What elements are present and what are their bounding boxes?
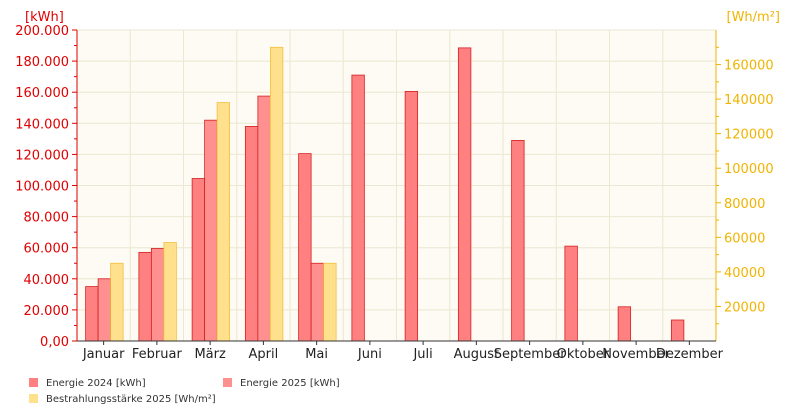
bar-series-1-august	[457, 47, 472, 342]
legend-swatch-bestrahlung-2025	[29, 394, 38, 403]
left-axis-tick-label: 200.000	[15, 24, 69, 39]
x-axis-tick-label: April	[249, 347, 279, 362]
bar-series-3-mai	[323, 262, 337, 342]
bar-series-3-märz	[216, 102, 231, 342]
right-axis-tick-label: 100000	[724, 162, 774, 177]
left-axis-tick-label: 140.000	[15, 117, 69, 132]
right-axis-tick-label: 80000	[724, 197, 765, 212]
right-axis-tick-label: 40000	[724, 266, 765, 281]
right-axis-unit-label: [Wh/m²]	[727, 10, 781, 25]
legend: Energie 2024 [kWh] Energie 2025 [kWh] Be…	[29, 378, 340, 405]
x-axis-tick-label: Mai	[305, 347, 328, 362]
bar-series-1-september	[511, 140, 525, 342]
legend-label-energie-2024: Energie 2024 [kWh]	[46, 378, 146, 389]
left-axis-tick-label: 0,00	[40, 335, 69, 350]
x-axis-tick-label: Juni	[357, 347, 382, 362]
bar-series-1-april	[244, 126, 259, 342]
bar-series-2-mai	[310, 262, 325, 342]
gridlines	[77, 29, 716, 341]
bar-series-1-november	[617, 306, 632, 342]
right-axis-tick-label: 60000	[724, 231, 765, 246]
bar-series-1-juli	[404, 91, 419, 342]
left-axis-tick-label: 100.000	[15, 180, 69, 195]
bar-series-1-januar	[85, 286, 99, 342]
bar-series-2-februar	[150, 248, 165, 342]
x-axis-tick-label: Juli	[412, 347, 432, 362]
bar-series-3-februar	[163, 242, 177, 342]
legend-swatch-energie-2025	[223, 378, 232, 387]
x-axis-tick-label: Dezember	[656, 347, 724, 362]
x-axis-tick-label: Februar	[132, 347, 183, 362]
bar-series-2-märz	[204, 119, 218, 342]
legend-label-energie-2025: Energie 2025 [kWh]	[240, 378, 340, 389]
bar-series-1-märz	[191, 178, 206, 342]
x-axis-tick-label: September	[494, 347, 567, 362]
left-axis-unit-label: [kWh]	[25, 10, 64, 25]
right-axis-tick-label: 160000	[724, 59, 774, 74]
bar-series-1-februar	[138, 251, 152, 342]
legend-swatch-energie-2024	[29, 378, 38, 387]
left-axis-tick-label: 60.000	[24, 242, 70, 257]
x-axis-tick-label: Oktober	[557, 347, 610, 362]
bar-series-2-april	[257, 95, 271, 342]
left-axis-tick-label: 120.000	[15, 148, 69, 163]
left-axis-tick-label: 80.000	[24, 211, 70, 226]
bar-series-1-juni	[351, 74, 365, 342]
bar-series-2-januar	[97, 278, 112, 342]
axes: 0,00 20.000 40.000 60.000 80.000 100.000 120.0…	[15, 24, 773, 362]
bar-series-1-dezember	[670, 319, 685, 342]
x-axis-tick-label: November	[602, 347, 670, 362]
left-axis-tick-label: 180.000	[15, 55, 69, 70]
right-axis-tick-label: 120000	[724, 128, 774, 143]
bar-series-3-april	[269, 46, 284, 342]
right-axis-tick-label: 140000	[724, 93, 774, 108]
left-axis-tick-label: 20.000	[24, 304, 70, 319]
x-axis-tick-label: März	[194, 347, 226, 362]
right-axis-tick-label: 20000	[724, 300, 765, 315]
x-axis-tick-label: August	[454, 347, 500, 362]
left-axis-tick-label: 160.000	[15, 86, 69, 101]
left-axis-tick-label: 40.000	[24, 273, 70, 288]
x-axis-tick-label: Januar	[82, 347, 125, 362]
bar-series-3-januar	[110, 262, 124, 342]
bar-series-1-mai	[298, 153, 312, 342]
bar-series-1-oktober	[564, 245, 578, 342]
legend-label-bestrahlung-2025: Bestrahlungsstärke 2025 [Wh/m²]	[46, 394, 216, 405]
